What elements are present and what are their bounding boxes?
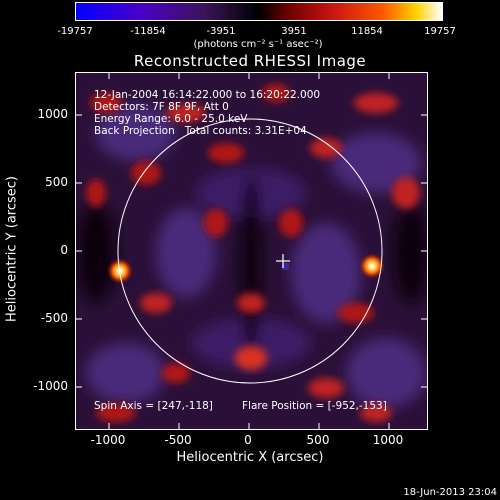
flare-source-east bbox=[359, 253, 385, 279]
y-tick-label: 1000 bbox=[37, 107, 68, 121]
method-counts-label: Back Projection Total counts: 3.31E+04 bbox=[94, 125, 307, 137]
spin-axis-marker bbox=[282, 263, 289, 270]
solar-image: 12-Jan-2004 16:14:22.000 to 16:20:22.000… bbox=[75, 72, 428, 430]
colorbar-tick: -11854 bbox=[130, 26, 166, 37]
x-axis-label: Heliocentric X (arcsec) bbox=[176, 450, 324, 465]
detectors-label: Detectors: 7F 8F 9F, Att 0 bbox=[94, 101, 229, 113]
y-tick-label: -500 bbox=[40, 311, 68, 325]
x-tick-label: -1000 bbox=[90, 433, 126, 447]
positive-blobs bbox=[86, 84, 420, 422]
y-tick-label: 0 bbox=[60, 243, 68, 257]
colorbar-units: (photons cm⁻² s⁻¹ asec⁻²) bbox=[193, 39, 323, 50]
colorbar-tick: -19757 bbox=[57, 26, 93, 37]
flare-position-label: Flare Position = [-952,-153] bbox=[242, 400, 387, 412]
y-tick-label: 500 bbox=[45, 175, 68, 189]
spin-axis-label: Spin Axis = [247,-118] bbox=[94, 400, 213, 412]
time-range-label: 12-Jan-2004 16:14:22.000 to 16:20:22.000 bbox=[94, 89, 321, 101]
reconstructed-image-canvas bbox=[76, 73, 427, 429]
timestamp-footer: 18-Jun-2013 23:04 bbox=[403, 487, 497, 498]
x-tick-label: 0 bbox=[244, 433, 252, 447]
solar-limb-circle bbox=[117, 118, 383, 384]
colorbar-tick: -3951 bbox=[206, 26, 236, 37]
colorbar-tick: 11854 bbox=[351, 26, 383, 37]
energy-range-label: Energy Range: 6.0 - 25.0 keV bbox=[94, 113, 248, 125]
y-tick-label: -1000 bbox=[33, 379, 68, 393]
axis-ticks bbox=[76, 73, 427, 429]
colorbar bbox=[75, 2, 443, 21]
crosshair-icon bbox=[276, 254, 290, 268]
colorbar-tick: 19757 bbox=[424, 26, 456, 37]
x-tick-label: 1000 bbox=[372, 433, 404, 447]
y-axis-label: Heliocentric Y (arcsec) bbox=[4, 176, 20, 322]
colorbar-tick: 3951 bbox=[281, 26, 307, 37]
image-title: Reconstructed RHESSI Image bbox=[133, 52, 367, 70]
x-tick-label: 500 bbox=[306, 433, 330, 447]
x-tick-label: -500 bbox=[164, 433, 192, 447]
negative-blobs bbox=[76, 105, 427, 408]
